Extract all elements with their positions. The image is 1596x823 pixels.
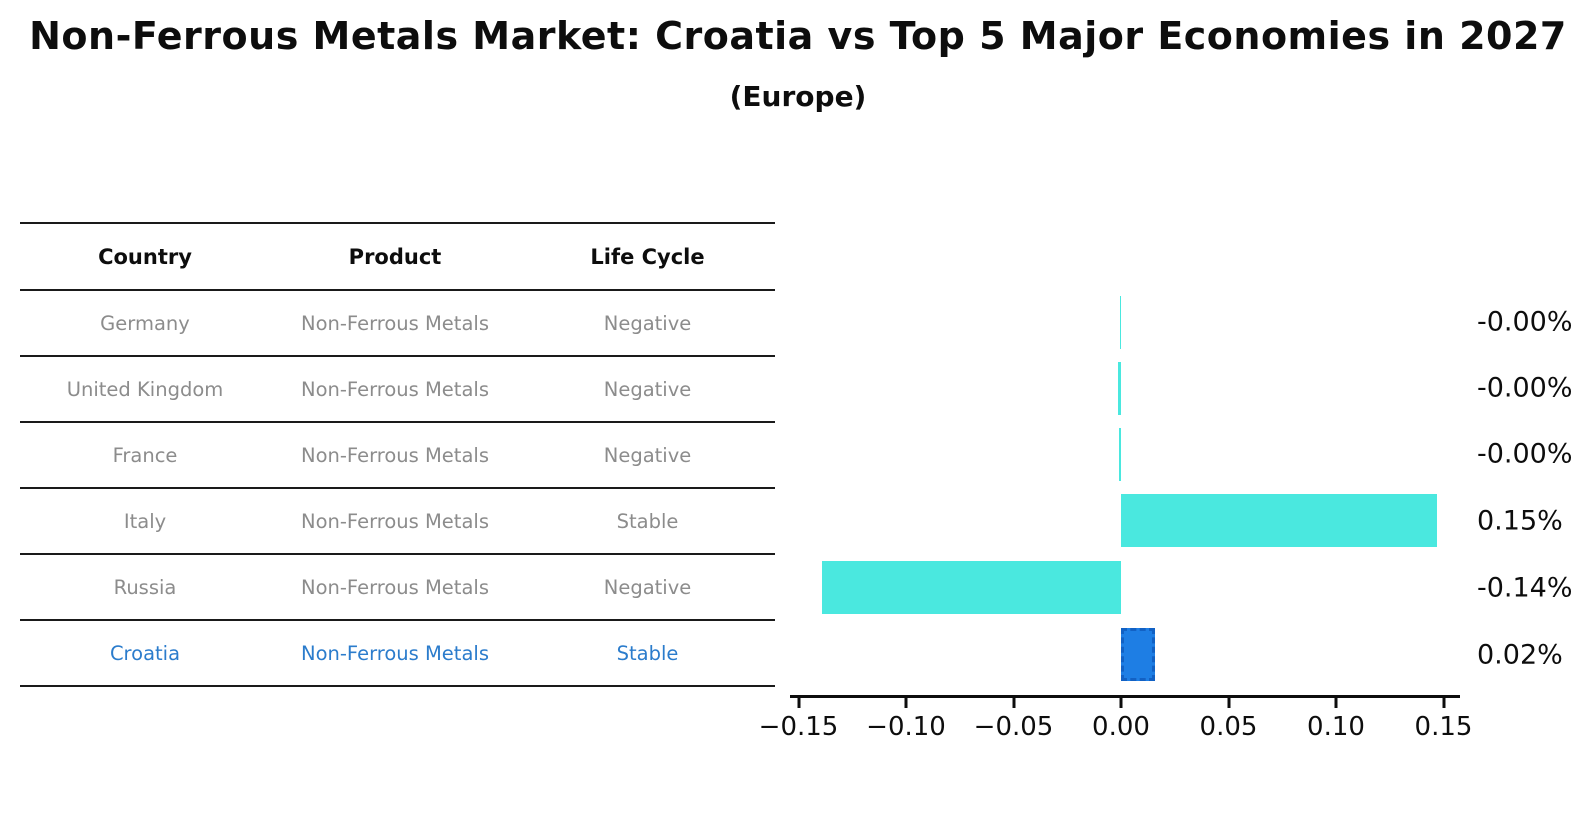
- x-axis-tick: [1012, 698, 1015, 708]
- bar-united-kingdom: [1117, 361, 1121, 415]
- country-cell: United Kingdom: [66, 377, 224, 401]
- bar-france: [1118, 427, 1121, 481]
- country-cell: France: [112, 443, 178, 467]
- table-row-france: France Non-Ferrous Metals Negative: [20, 423, 775, 489]
- chart-title: Non-Ferrous Metals Market: Croatia vs To…: [29, 14, 1567, 58]
- table-header-country: Country: [98, 244, 192, 269]
- bar-croatia: [1121, 628, 1156, 681]
- table-row-united-kingdom: United Kingdom Non-Ferrous Metals Negative: [20, 357, 775, 423]
- product-cell: Non-Ferrous Metals: [301, 509, 489, 533]
- x-axis-tick: [904, 698, 908, 708]
- table-header-life-cycle: Life Cycle: [590, 244, 705, 269]
- product-cell: Non-Ferrous Metals: [301, 641, 489, 665]
- x-axis-tick: [797, 698, 800, 708]
- table-body: Germany Non-Ferrous Metals Negative United …: [20, 291, 775, 687]
- product-cell: Non-Ferrous Metals: [301, 443, 489, 467]
- x-axis-tick: [1119, 698, 1123, 708]
- bar-russia: [822, 561, 1121, 614]
- table-row-russia: Russia Non-Ferrous Metals Negative: [20, 555, 775, 621]
- x-axis-tick-label: 0.00: [1092, 712, 1150, 742]
- value-label-united-kingdom: -0.00%: [1477, 372, 1573, 404]
- country-cell: Russia: [113, 575, 177, 599]
- x-axis-tick-label: 0.10: [1307, 712, 1365, 742]
- x-axis-tick: [1442, 698, 1445, 708]
- value-label-germany: -0.00%: [1477, 306, 1573, 338]
- x-axis-tick-label: −0.15: [758, 712, 839, 742]
- life-cycle-cell: Negative: [603, 377, 692, 401]
- x-axis-tick-label: −0.05: [973, 712, 1054, 742]
- x-axis-line: [790, 695, 1460, 698]
- value-label-croatia: 0.02%: [1477, 639, 1563, 670]
- country-cell: Croatia: [109, 641, 181, 665]
- product-cell: Non-Ferrous Metals: [301, 575, 489, 599]
- x-axis-tick: [1334, 698, 1338, 708]
- bar-italy: [1121, 494, 1438, 547]
- chart-subtitle: (Europe): [729, 80, 867, 113]
- x-axis-tick-label: 0.15: [1414, 712, 1473, 742]
- value-label-france: -0.00%: [1477, 438, 1573, 470]
- value-label-italy: 0.15%: [1477, 505, 1563, 536]
- table-row-italy: Italy Non-Ferrous Metals Stable: [20, 489, 775, 555]
- country-cell: Italy: [123, 509, 167, 533]
- value-label-russia: -0.14%: [1477, 572, 1573, 603]
- life-cycle-cell: Stable: [616, 509, 679, 533]
- x-axis-tick-label: −0.10: [866, 712, 946, 742]
- product-cell: Non-Ferrous Metals: [301, 377, 489, 401]
- x-axis-tick: [1227, 698, 1230, 708]
- product-cell: Non-Ferrous Metals: [301, 311, 489, 335]
- life-cycle-cell: Negative: [603, 443, 692, 467]
- country-cell: Germany: [100, 311, 190, 335]
- table-row-germany: Germany Non-Ferrous Metals Negative: [20, 291, 775, 357]
- table-row-croatia: Croatia Non-Ferrous Metals Stable: [20, 621, 775, 687]
- life-cycle-cell: Stable: [616, 641, 679, 665]
- table-header-product: Product: [348, 244, 442, 269]
- summary-table: Country Product Life Cycle Germany Non-Fe…: [20, 222, 775, 687]
- life-cycle-cell: Negative: [603, 311, 692, 335]
- life-cycle-cell: Negative: [603, 575, 692, 599]
- table-header-row: Country Product Life Cycle: [20, 224, 775, 291]
- x-axis-tick-label: 0.05: [1199, 712, 1258, 742]
- bar-germany: [1119, 295, 1121, 349]
